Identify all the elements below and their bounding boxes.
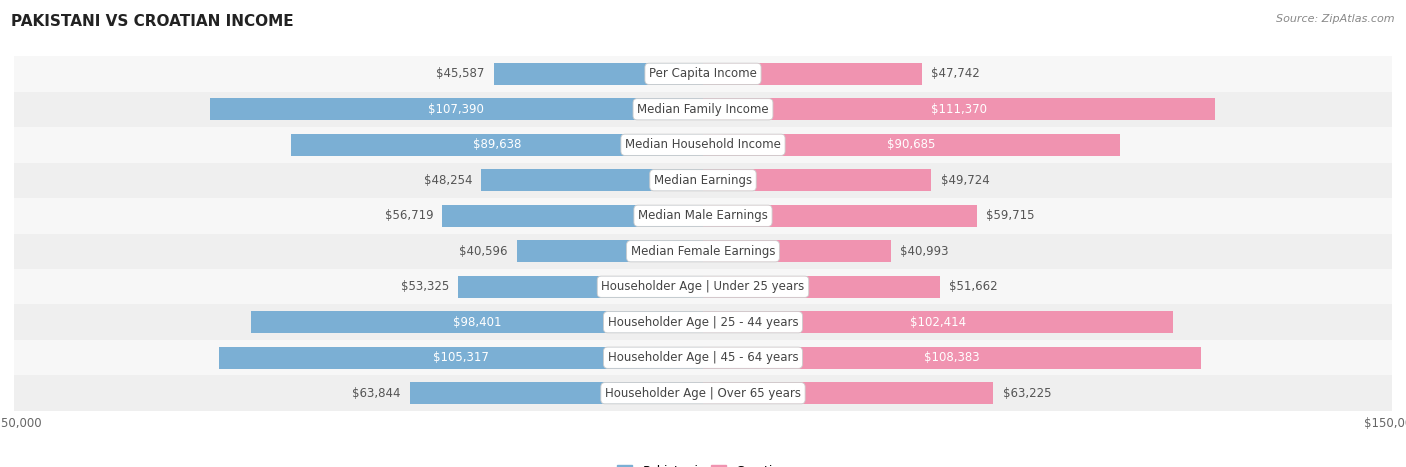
Bar: [409, 382, 703, 404]
Bar: [252, 311, 703, 333]
Bar: [219, 347, 703, 369]
Text: $40,596: $40,596: [458, 245, 508, 258]
Text: Median Earnings: Median Earnings: [654, 174, 752, 187]
Bar: [703, 311, 1174, 333]
Text: $90,685: $90,685: [887, 138, 935, 151]
Bar: [14, 92, 1392, 127]
Text: $89,638: $89,638: [472, 138, 522, 151]
Bar: [703, 205, 977, 227]
Bar: [14, 340, 1392, 375]
Bar: [14, 234, 1392, 269]
Text: $56,719: $56,719: [385, 209, 433, 222]
Bar: [443, 205, 703, 227]
Text: PAKISTANI VS CROATIAN INCOME: PAKISTANI VS CROATIAN INCOME: [11, 14, 294, 29]
Bar: [14, 163, 1392, 198]
Bar: [14, 375, 1392, 411]
Text: Source: ZipAtlas.com: Source: ZipAtlas.com: [1277, 14, 1395, 24]
Bar: [14, 304, 1392, 340]
Text: $53,325: $53,325: [401, 280, 449, 293]
Text: Median Male Earnings: Median Male Earnings: [638, 209, 768, 222]
Text: Median Female Earnings: Median Female Earnings: [631, 245, 775, 258]
Bar: [14, 269, 1392, 304]
Text: $59,715: $59,715: [987, 209, 1035, 222]
Text: $49,724: $49,724: [941, 174, 990, 187]
Bar: [703, 240, 891, 262]
Text: Householder Age | 25 - 44 years: Householder Age | 25 - 44 years: [607, 316, 799, 329]
Bar: [494, 63, 703, 85]
Bar: [703, 63, 922, 85]
Text: $47,742: $47,742: [931, 67, 980, 80]
Bar: [458, 276, 703, 298]
Bar: [14, 198, 1392, 234]
Text: $111,370: $111,370: [931, 103, 987, 116]
Text: Householder Age | 45 - 64 years: Householder Age | 45 - 64 years: [607, 351, 799, 364]
Text: $63,225: $63,225: [1002, 387, 1052, 400]
Text: Per Capita Income: Per Capita Income: [650, 67, 756, 80]
Bar: [703, 98, 1215, 120]
Bar: [703, 276, 941, 298]
Legend: Pakistani, Croatian: Pakistani, Croatian: [612, 460, 794, 467]
Text: Householder Age | Over 65 years: Householder Age | Over 65 years: [605, 387, 801, 400]
Text: $63,844: $63,844: [352, 387, 401, 400]
Text: $107,390: $107,390: [429, 103, 484, 116]
Text: $105,317: $105,317: [433, 351, 489, 364]
Text: $108,383: $108,383: [924, 351, 980, 364]
Bar: [291, 134, 703, 156]
Bar: [516, 240, 703, 262]
Text: Householder Age | Under 25 years: Householder Age | Under 25 years: [602, 280, 804, 293]
Bar: [14, 56, 1392, 92]
Bar: [14, 127, 1392, 163]
Bar: [703, 347, 1201, 369]
Text: $48,254: $48,254: [423, 174, 472, 187]
Text: $102,414: $102,414: [910, 316, 966, 329]
Text: $45,587: $45,587: [436, 67, 485, 80]
Text: Median Household Income: Median Household Income: [626, 138, 780, 151]
Text: $51,662: $51,662: [949, 280, 998, 293]
Bar: [703, 382, 994, 404]
Bar: [481, 169, 703, 191]
Text: $40,993: $40,993: [900, 245, 949, 258]
Text: Median Family Income: Median Family Income: [637, 103, 769, 116]
Text: $98,401: $98,401: [453, 316, 502, 329]
Bar: [209, 98, 703, 120]
Bar: [703, 134, 1119, 156]
Bar: [703, 169, 931, 191]
